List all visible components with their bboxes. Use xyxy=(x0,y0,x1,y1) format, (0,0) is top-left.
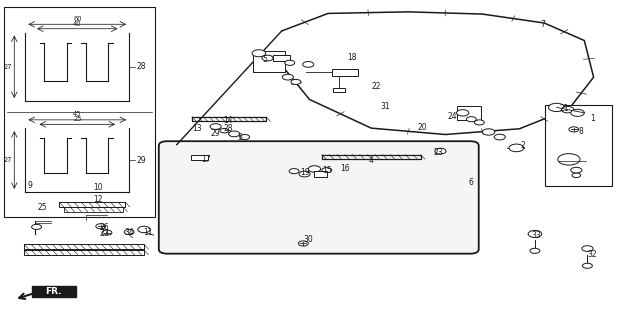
Text: 34: 34 xyxy=(124,228,134,237)
Circle shape xyxy=(289,169,299,174)
Text: 16: 16 xyxy=(340,164,350,173)
Text: 29: 29 xyxy=(211,129,220,138)
Circle shape xyxy=(32,224,41,229)
Text: 32: 32 xyxy=(587,251,597,260)
Text: 1: 1 xyxy=(590,114,595,123)
Circle shape xyxy=(299,171,310,177)
Text: 13: 13 xyxy=(193,124,202,132)
FancyBboxPatch shape xyxy=(159,141,478,254)
Text: 12: 12 xyxy=(93,195,103,204)
Circle shape xyxy=(282,74,293,80)
Circle shape xyxy=(303,61,314,67)
Circle shape xyxy=(530,248,540,253)
Text: 9: 9 xyxy=(28,181,33,190)
Text: 27: 27 xyxy=(100,229,110,238)
Text: 45: 45 xyxy=(73,111,82,117)
Text: 7: 7 xyxy=(540,20,545,29)
Circle shape xyxy=(474,120,484,125)
Bar xyxy=(545,105,612,186)
Text: 15: 15 xyxy=(322,166,332,175)
Text: 20: 20 xyxy=(417,123,426,132)
Text: 25: 25 xyxy=(38,203,48,212)
Circle shape xyxy=(548,103,565,112)
Text: 4: 4 xyxy=(369,156,374,164)
Circle shape xyxy=(291,79,301,84)
Circle shape xyxy=(435,148,446,154)
Circle shape xyxy=(322,168,332,173)
Bar xyxy=(457,106,480,120)
Text: 3: 3 xyxy=(238,133,243,142)
Text: 18: 18 xyxy=(347,53,357,62)
Text: 21: 21 xyxy=(559,104,569,113)
Circle shape xyxy=(102,230,112,235)
Text: 27: 27 xyxy=(3,157,12,163)
Circle shape xyxy=(509,144,524,152)
Circle shape xyxy=(528,230,542,237)
Text: 33: 33 xyxy=(532,231,542,240)
Circle shape xyxy=(558,154,580,165)
Circle shape xyxy=(96,224,106,229)
Circle shape xyxy=(466,117,476,122)
Text: FR.: FR. xyxy=(46,287,62,296)
Circle shape xyxy=(561,107,574,113)
Bar xyxy=(4,7,155,217)
Text: 5: 5 xyxy=(262,55,267,64)
Circle shape xyxy=(124,229,134,235)
Circle shape xyxy=(138,226,150,233)
Text: 27: 27 xyxy=(3,64,12,70)
Text: 14: 14 xyxy=(223,116,233,125)
Circle shape xyxy=(571,109,584,116)
Text: 23: 23 xyxy=(433,148,443,157)
Text: 2: 2 xyxy=(520,141,525,150)
Text: 40: 40 xyxy=(73,21,82,27)
Bar xyxy=(191,156,208,160)
Circle shape xyxy=(308,166,321,172)
Circle shape xyxy=(494,134,505,140)
Text: 22: 22 xyxy=(371,82,381,91)
Circle shape xyxy=(240,134,249,140)
Text: 30: 30 xyxy=(303,235,313,244)
Bar xyxy=(253,51,285,72)
Circle shape xyxy=(571,167,582,173)
Circle shape xyxy=(262,55,273,61)
Text: 6: 6 xyxy=(469,178,474,187)
FancyBboxPatch shape xyxy=(32,286,76,297)
Circle shape xyxy=(572,173,581,178)
Text: 24: 24 xyxy=(448,112,457,121)
Circle shape xyxy=(582,263,592,268)
Text: 31: 31 xyxy=(380,102,390,111)
Circle shape xyxy=(582,246,593,252)
Text: 17: 17 xyxy=(201,155,210,164)
Text: 19: 19 xyxy=(300,168,310,177)
Circle shape xyxy=(285,60,295,65)
Bar xyxy=(333,88,345,92)
Text: 8: 8 xyxy=(579,127,584,136)
Text: 28: 28 xyxy=(137,62,146,71)
Bar xyxy=(314,172,327,177)
Circle shape xyxy=(210,124,221,129)
Text: 10: 10 xyxy=(93,183,103,192)
Circle shape xyxy=(220,128,228,133)
Text: 60: 60 xyxy=(73,16,82,22)
Bar xyxy=(332,69,358,76)
Text: 28: 28 xyxy=(223,124,233,133)
Circle shape xyxy=(298,241,308,246)
Text: 25: 25 xyxy=(73,116,82,123)
Circle shape xyxy=(569,127,579,132)
Circle shape xyxy=(252,50,266,57)
Circle shape xyxy=(482,129,495,135)
Text: 26: 26 xyxy=(100,223,110,232)
Bar xyxy=(273,55,290,61)
Circle shape xyxy=(228,131,240,137)
Text: 29: 29 xyxy=(137,156,146,164)
Text: 11: 11 xyxy=(143,228,152,237)
Circle shape xyxy=(456,110,469,116)
